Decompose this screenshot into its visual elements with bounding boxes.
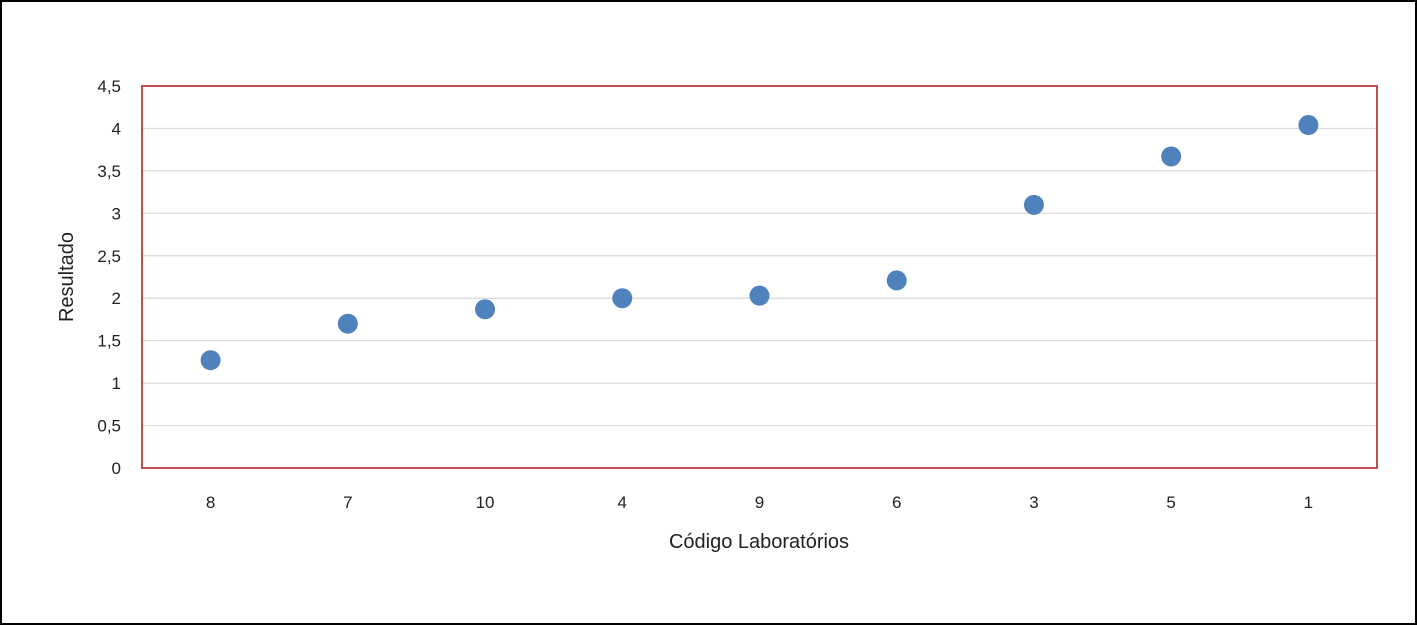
x-tick-label: 6	[892, 493, 901, 512]
x-tick-label: 1	[1304, 493, 1313, 512]
x-tick-label: 9	[755, 493, 764, 512]
y-tick-label: 3	[112, 204, 121, 223]
data-points	[200, 115, 1319, 371]
data-point	[1161, 146, 1182, 167]
data-point	[200, 350, 221, 371]
y-tick-label: 0	[112, 459, 121, 478]
y-axis-ticks: 0 0,5 1 1,5 2 2,5 3 3,5 4 4,5	[97, 77, 121, 478]
y-tick-label: 1	[112, 374, 121, 393]
data-point	[612, 288, 633, 309]
y-tick-label: 2	[112, 289, 121, 308]
y-tick-label: 4,5	[97, 77, 121, 96]
data-point	[749, 285, 770, 306]
data-point	[1298, 115, 1319, 136]
data-point	[886, 270, 907, 291]
data-point	[475, 299, 496, 320]
data-point	[337, 313, 358, 334]
x-tick-label: 10	[476, 493, 495, 512]
y-tick-label: 3,5	[97, 162, 121, 181]
x-tick-label: 8	[206, 493, 215, 512]
y-tick-label: 1,5	[97, 332, 121, 351]
data-point	[1023, 194, 1044, 215]
y-axis-title: Resultado	[56, 232, 78, 322]
x-axis-title: Código Laboratórios	[669, 531, 849, 553]
x-tick-label: 4	[618, 493, 627, 512]
plot-area-border	[141, 85, 1378, 469]
x-tick-label: 7	[343, 493, 352, 512]
gridlines	[142, 127, 1377, 427]
x-tick-label: 3	[1029, 493, 1038, 512]
y-tick-label: 4	[112, 119, 121, 138]
x-tick-label: 5	[1166, 493, 1175, 512]
y-tick-label: 0,5	[97, 417, 121, 436]
x-axis-ticks: 8 7 10 4 9 6 3 5 1	[206, 493, 1313, 512]
y-tick-label: 2,5	[97, 247, 121, 266]
